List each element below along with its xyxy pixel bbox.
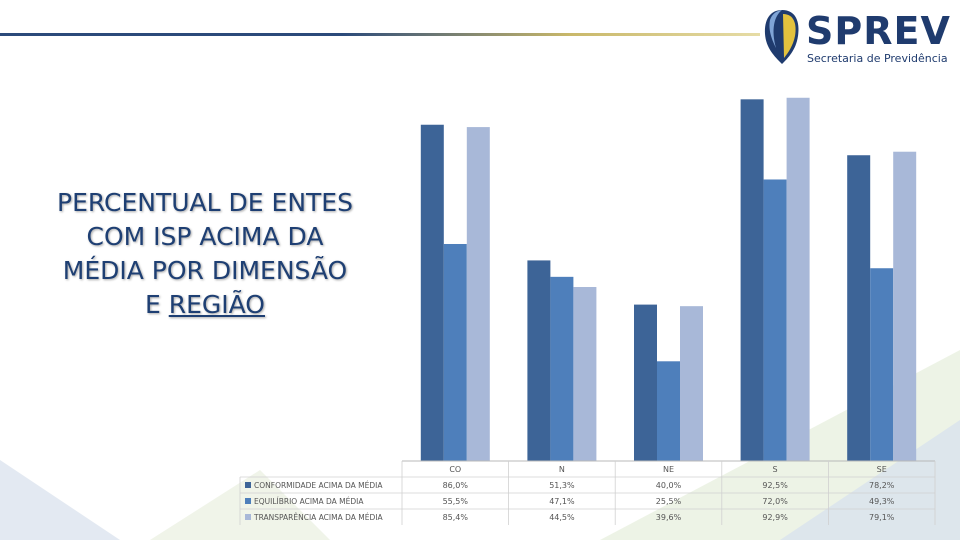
data-label-ne-series-2: 25,5% [656,497,682,506]
shield-emblem-icon [764,10,799,64]
logo-subtitle: Secretaria de Previdência [807,52,948,65]
bar-ne-series-2 [657,361,680,461]
bar-se-series-3 [893,151,917,461]
header-rule [0,33,760,36]
title-line-3: MÉDIA POR DIMENSÃO [62,256,348,285]
data-label-n-series-2: 47,1% [549,497,575,506]
legend-swatch-series-3 [245,514,251,520]
legend-label-series-1: CONFORMIDADE ACIMA DA MÉDIA [254,481,383,490]
logo-name: SPREV [806,9,951,53]
bar-ne-series-3 [680,306,703,461]
slide-title: PERCENTUAL DE ENTES COM ISP ACIMA DA MÉD… [20,186,390,322]
bar-n-series-1 [527,260,551,461]
bar-se-series-2 [870,268,894,461]
legend-label-series-3: TRANSPARÊNCIA ACIMA DA MÉDIA [253,513,383,522]
x-tick-label-ne: NE [663,465,674,474]
bar-se-series-1 [847,155,871,461]
data-label-se-series-3: 79,1% [869,513,895,522]
sprev-logo: SPREV Secretaria de Previdência [762,6,952,68]
data-label-ne-series-1: 40,0% [656,481,682,490]
x-tick-label-co: CO [449,465,461,474]
data-label-n-series-3: 44,5% [549,513,575,522]
data-label-co-series-1: 86,0% [443,481,469,490]
x-tick-label-n: N [559,465,565,474]
data-label-se-series-1: 78,2% [869,481,895,490]
title-line-4: E REGIÃO [20,288,390,322]
x-tick-label-s: S [773,465,778,474]
title-line-1: PERCENTUAL DE ENTES [57,188,353,217]
bar-s-series-1 [740,99,764,461]
bar-s-series-3 [786,97,810,462]
bar-ne-series-1 [634,304,657,461]
bar-n-series-3 [573,287,597,461]
bar-co-series-3 [466,127,490,461]
bar-n-series-2 [550,276,574,461]
title-line-4-prefix: E [144,290,169,319]
bar-co-series-1 [420,124,444,462]
title-line-4-underlined: REGIÃO [168,290,265,319]
data-label-se-series-2: 49,3% [869,497,895,506]
x-tick-label-se: SE [877,465,887,474]
legend-swatch-series-2 [245,498,251,504]
legend-label-series-2: EQUILÍBRIO ACIMA DA MÉDIA [254,497,364,506]
bar-s-series-2 [763,179,787,462]
data-label-s-series-2: 72,0% [762,497,788,506]
title-line-2: COM ISP ACIMA DA [86,222,324,251]
data-label-s-series-3: 92,9% [762,513,788,522]
bar-co-series-2 [443,243,467,461]
data-label-ne-series-3: 39,6% [656,513,682,522]
data-label-s-series-1: 92,5% [762,481,788,490]
legend-swatch-series-1 [245,482,251,488]
data-label-n-series-1: 51,3% [549,481,575,490]
data-label-co-series-3: 85,4% [443,513,469,522]
data-label-co-series-2: 55,5% [443,497,469,506]
